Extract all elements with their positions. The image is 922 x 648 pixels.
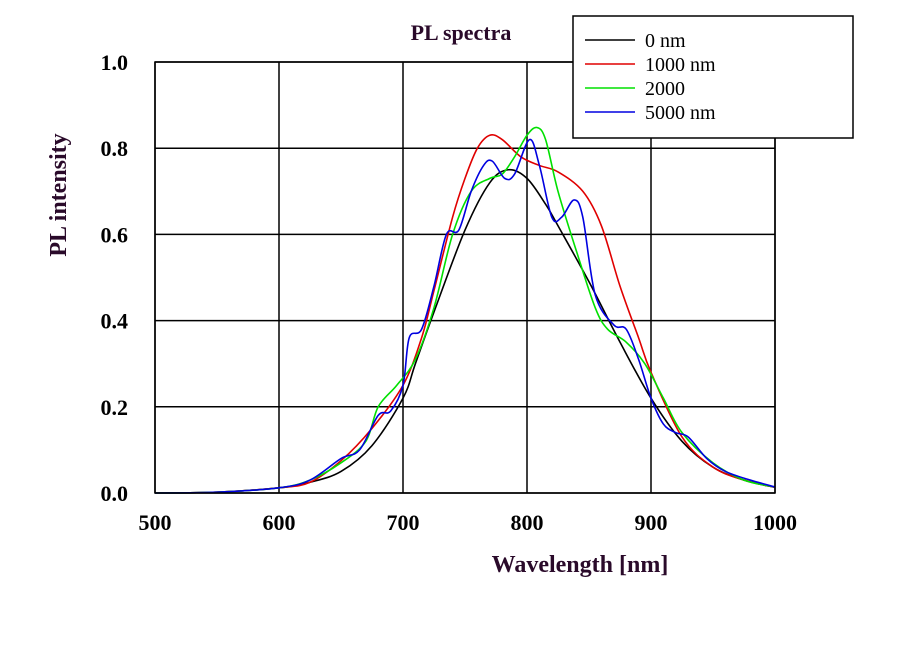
y-tick-label: 0.4 [101,309,129,334]
x-tick-labels: 500 600 700 800 900 1000 [139,510,798,535]
legend-label: 2000 [645,78,685,100]
legend-label: 1000 nm [645,54,716,76]
y-tick-label: 0.2 [101,395,129,420]
x-axis-title: Wavelength [nm] [492,552,669,578]
x-tick-label: 900 [635,510,668,535]
series-line [154,138,776,494]
x-tick-label: 800 [511,510,544,535]
series-lines [154,126,776,494]
y-tick-label: 0.0 [101,481,129,506]
legend-label: 5000 nm [645,102,716,124]
plot-frame [154,61,776,494]
legend-label: 0 nm [645,30,686,52]
chart-title: PL spectra [411,20,512,45]
series-line [154,134,776,494]
y-tick-labels: 0.0 0.2 0.4 0.6 0.8 1.0 [101,50,129,506]
x-tick-label: 1000 [753,510,797,535]
y-tick-label: 0.6 [101,222,129,247]
x-tick-label: 700 [387,510,420,535]
series-line [154,168,776,494]
y-tick-label: 0.8 [101,136,129,161]
x-tick-label: 600 [263,510,296,535]
legend-box [572,15,854,139]
y-tick-label: 1.0 [101,50,129,75]
x-tick-label: 500 [139,510,172,535]
y-axis-title: PL intensity [46,133,72,256]
